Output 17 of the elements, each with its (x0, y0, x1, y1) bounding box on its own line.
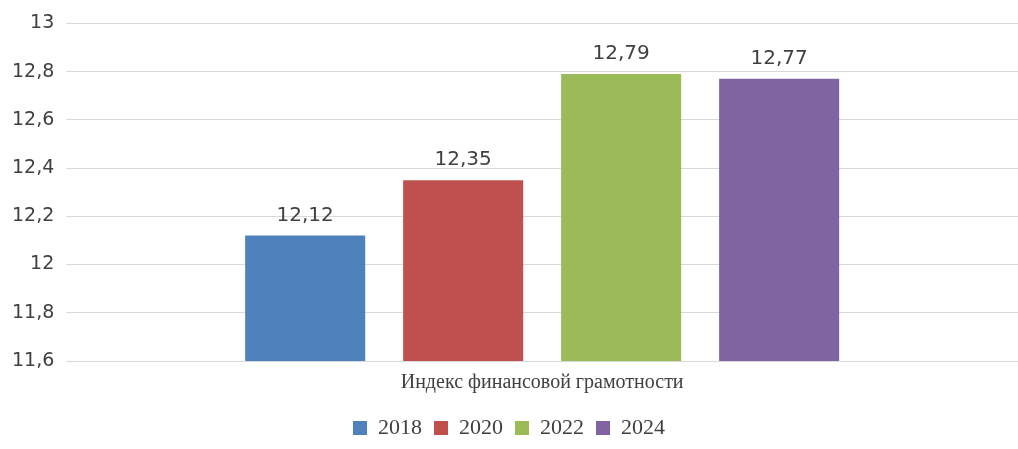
data-label: 12,12 (276, 201, 334, 226)
x-tick-label: Индекс финансовой грамотности (400, 370, 684, 394)
legend-label: 2020 (459, 413, 503, 439)
y-tick-label: 11,8 (11, 299, 55, 322)
data-label: 12,35 (434, 146, 492, 171)
legend-label: 2022 (540, 413, 584, 439)
y-tick-label: 12,8 (11, 58, 55, 81)
y-tick-label: 12,4 (11, 155, 55, 178)
y-tick-label: 11,6 (11, 347, 55, 370)
legend-label: 2018 (378, 413, 422, 439)
y-tick-label: 12,6 (11, 106, 55, 129)
legend-label: 2024 (621, 413, 665, 439)
y-tick-label: 12 (30, 251, 55, 274)
y-tick-label: 12,2 (11, 203, 55, 226)
data-label: 12,79 (592, 40, 650, 65)
data-label: 12,77 (750, 45, 808, 70)
y-tick-label: 13 (30, 10, 55, 33)
